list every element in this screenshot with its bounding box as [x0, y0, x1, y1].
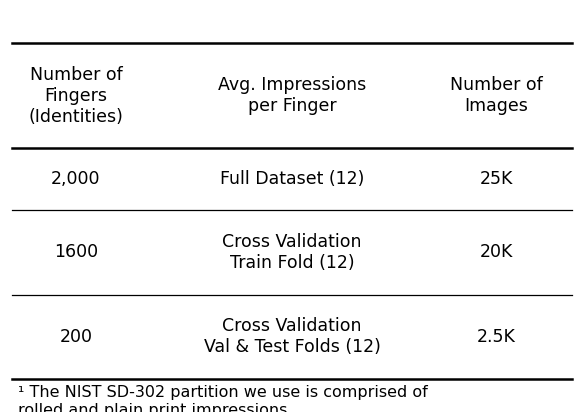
Text: 200: 200	[60, 328, 92, 346]
Text: Cross Validation
Val & Test Folds (12): Cross Validation Val & Test Folds (12)	[204, 317, 380, 356]
Text: 2,000: 2,000	[51, 170, 100, 188]
Text: 25K: 25K	[479, 170, 513, 188]
Text: 20K: 20K	[479, 243, 513, 261]
Text: ¹ The NIST SD-302 partition we use is comprised of
rolled and plain print impres: ¹ The NIST SD-302 partition we use is co…	[18, 385, 427, 412]
Text: Number of
Fingers
(Identities): Number of Fingers (Identities)	[29, 66, 123, 126]
Text: Full Dataset (12): Full Dataset (12)	[220, 170, 364, 188]
Text: Number of
Images: Number of Images	[450, 76, 543, 115]
Text: 2.5K: 2.5K	[477, 328, 516, 346]
Text: Avg. Impressions
per Finger: Avg. Impressions per Finger	[218, 76, 366, 115]
Text: 1600: 1600	[54, 243, 98, 261]
Text: Cross Validation
Train Fold (12): Cross Validation Train Fold (12)	[223, 233, 361, 272]
